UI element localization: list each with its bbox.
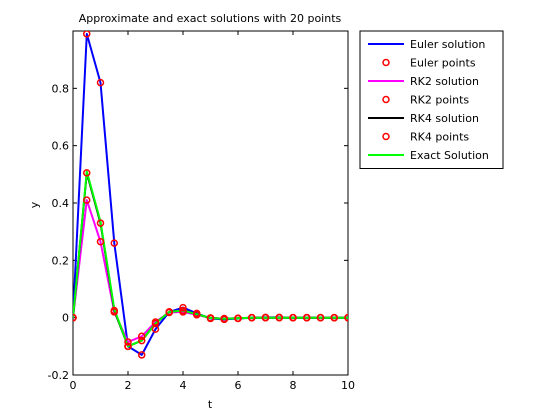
y-tick-label: 0.4 xyxy=(52,197,70,210)
marker-rk2-points xyxy=(83,196,91,204)
marker-rk4-points xyxy=(179,306,187,315)
x-tick-label: 0 xyxy=(70,379,77,392)
legend: Euler solution Euler points RK2 solution RK… xyxy=(359,30,504,169)
marker-rk4-points xyxy=(124,342,132,351)
x-tick-label: 6 xyxy=(235,379,242,392)
x-tick-label: 2 xyxy=(125,379,132,392)
plot-area: 0 2 4 6 8 10-0.200.20.40.60.8 xyxy=(48,30,355,392)
marker-rk4-points xyxy=(165,308,173,316)
legend-label-rk2-points: RK2 points xyxy=(410,94,469,107)
marker-rk4-points xyxy=(344,313,348,322)
legend-label-exact-solution: Exact Solution xyxy=(410,149,489,162)
y-tick-label: 0 xyxy=(62,312,69,325)
y-axis-label: y xyxy=(28,201,41,208)
marker-rk2-points xyxy=(138,332,146,341)
y-tick-label: 0.2 xyxy=(52,254,70,267)
marker-euler-points xyxy=(83,31,91,38)
y-tick-label: 0.8 xyxy=(52,82,70,95)
marker-rk4-points xyxy=(248,313,256,322)
marker-rk4-points xyxy=(73,313,77,322)
legend-label-rk4-points: RK4 points xyxy=(410,131,469,144)
marker-rk4-points xyxy=(275,313,283,322)
marker-euler-points xyxy=(179,303,187,312)
marker-rk4-points xyxy=(206,314,215,322)
marker-rk4-points xyxy=(261,313,270,322)
x-axis-label: t xyxy=(208,398,213,411)
legend-label-rk2-solution: RK2 solution xyxy=(410,75,479,88)
marker-rk4-points xyxy=(193,310,201,318)
y-tick-label: 0.6 xyxy=(52,140,70,153)
marker-euler-points xyxy=(110,239,118,247)
marker-rk2-points xyxy=(124,338,132,346)
x-tick-label: 4 xyxy=(180,379,187,392)
data-layer xyxy=(73,31,348,359)
marker-rk4-points xyxy=(110,306,118,315)
legend-marker-euler-points xyxy=(382,58,390,67)
marker-rk4-points xyxy=(83,169,91,177)
marker-rk4-points xyxy=(303,313,311,322)
legend-marker-rk2-points xyxy=(382,95,390,104)
marker-rk4-points xyxy=(234,314,242,322)
legend-marker-rk4-points xyxy=(382,132,390,141)
marker-euler-points xyxy=(138,351,146,359)
marker-rk4-points xyxy=(330,313,338,322)
series-line-exact-solution xyxy=(73,170,348,348)
legend-label-euler-solution: Euler solution xyxy=(410,38,485,51)
marker-euler-points xyxy=(96,78,105,87)
marker-rk4-points xyxy=(220,315,228,323)
legend-box xyxy=(359,30,504,169)
x-tick-label: 8 xyxy=(290,379,297,392)
marker-rk4-points xyxy=(96,219,105,227)
marker-rk4-points xyxy=(138,336,146,345)
x-tick-label: 10 xyxy=(341,379,355,392)
marker-rk2-points xyxy=(96,237,105,246)
legend-label-rk4-solution: RK4 solution xyxy=(410,112,479,125)
chart-title: Approximate and exact solutions with 20 … xyxy=(79,12,342,25)
marker-rk4-points xyxy=(316,313,325,322)
y-tick-label: -0.2 xyxy=(48,369,69,382)
legend-label-euler-points: Euler points xyxy=(410,57,476,70)
marker-rk4-points xyxy=(151,319,160,328)
marker-rk4-points xyxy=(289,313,297,322)
